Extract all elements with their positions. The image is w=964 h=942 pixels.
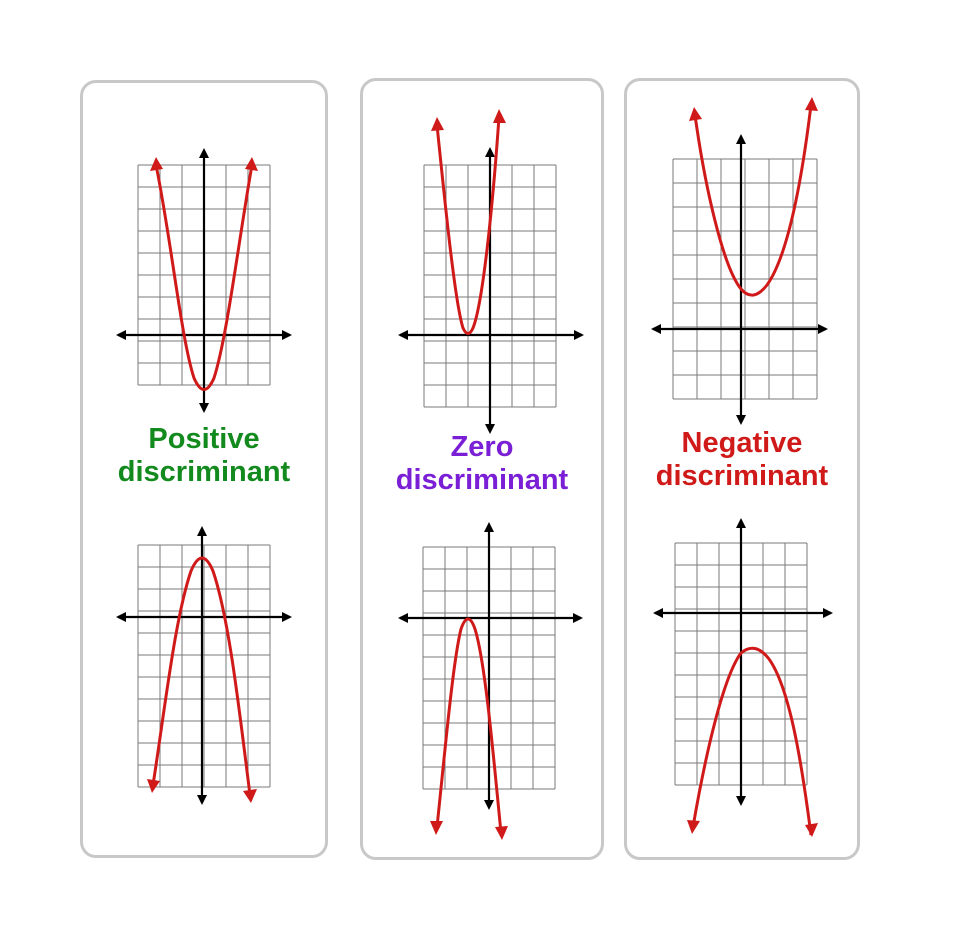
curve-arrow-right bbox=[805, 97, 818, 111]
x-axis-right-arrow bbox=[818, 324, 828, 334]
y-axis-top-arrow bbox=[197, 526, 207, 536]
curve-arrow-left bbox=[689, 107, 702, 121]
curve-arrow-left bbox=[147, 779, 160, 793]
graph-positive-upward bbox=[116, 148, 292, 413]
curve-arrow-right bbox=[243, 789, 257, 803]
zero-discriminant-panel: Zero discriminant bbox=[360, 78, 604, 860]
positive-caption: Positive discriminant bbox=[83, 423, 325, 489]
y-axis-bottom-arrow bbox=[484, 800, 494, 810]
graph-zero-downward bbox=[398, 522, 583, 840]
y-axis-bottom-arrow bbox=[485, 424, 495, 434]
x-axis-left-arrow bbox=[398, 330, 408, 340]
graph-zero-upward bbox=[398, 109, 584, 434]
parabola-curve bbox=[691, 646, 813, 836]
curve-arrow-right bbox=[493, 109, 506, 123]
curve-arrow-right bbox=[495, 826, 508, 840]
caption-line1: Zero bbox=[450, 431, 514, 463]
curve-arrow-left bbox=[687, 820, 700, 834]
x-axis-right-arrow bbox=[282, 612, 292, 622]
curve-arrow-right bbox=[245, 157, 258, 171]
x-axis-left-arrow bbox=[398, 613, 408, 623]
parabola-curve bbox=[435, 617, 503, 834]
curve-arrow-left bbox=[150, 157, 163, 171]
y-axis-top-arrow bbox=[736, 518, 746, 528]
curve-arrow-right bbox=[805, 823, 818, 837]
y-axis-bottom-arrow bbox=[199, 403, 209, 413]
caption-line1: Positive bbox=[148, 423, 260, 455]
graph-negative-downward bbox=[653, 518, 833, 837]
y-axis-bottom-arrow bbox=[736, 415, 746, 425]
graph-negative-upward bbox=[651, 97, 828, 425]
x-axis-left-arrow bbox=[651, 324, 661, 334]
parabola-curve bbox=[154, 164, 254, 391]
curve-arrow-left bbox=[431, 117, 444, 131]
x-axis-right-arrow bbox=[574, 330, 584, 340]
curve-arrow-left bbox=[430, 821, 443, 835]
caption-line2: discriminant bbox=[655, 460, 829, 492]
y-axis-bottom-arrow bbox=[197, 795, 207, 805]
y-axis-top-arrow bbox=[199, 148, 209, 158]
grid bbox=[672, 158, 818, 400]
y-axis-top-arrow bbox=[484, 522, 494, 532]
caption-line2: discriminant bbox=[117, 456, 291, 488]
caption-line2: discriminant bbox=[395, 464, 569, 496]
parabola-curve bbox=[151, 556, 252, 796]
positive-discriminant-panel: Positive discriminant bbox=[80, 80, 328, 858]
zero-caption: Zero discriminant bbox=[363, 431, 601, 497]
x-axis-right-arrow bbox=[282, 330, 292, 340]
parabola-curve bbox=[435, 116, 501, 335]
y-axis-bottom-arrow bbox=[736, 796, 746, 806]
x-axis-left-arrow bbox=[116, 330, 126, 340]
graph-positive-downward bbox=[116, 526, 292, 805]
x-axis-left-arrow bbox=[116, 612, 126, 622]
parabola-curve bbox=[693, 104, 813, 297]
x-axis-left-arrow bbox=[653, 608, 663, 618]
caption-line1: Negative bbox=[681, 427, 803, 459]
negative-discriminant-panel: Negative discriminant bbox=[624, 78, 860, 860]
y-axis-top-arrow bbox=[485, 147, 495, 157]
negative-caption: Negative discriminant bbox=[627, 427, 857, 493]
y-axis-top-arrow bbox=[736, 134, 746, 144]
x-axis-right-arrow bbox=[573, 613, 583, 623]
x-axis-right-arrow bbox=[823, 608, 833, 618]
